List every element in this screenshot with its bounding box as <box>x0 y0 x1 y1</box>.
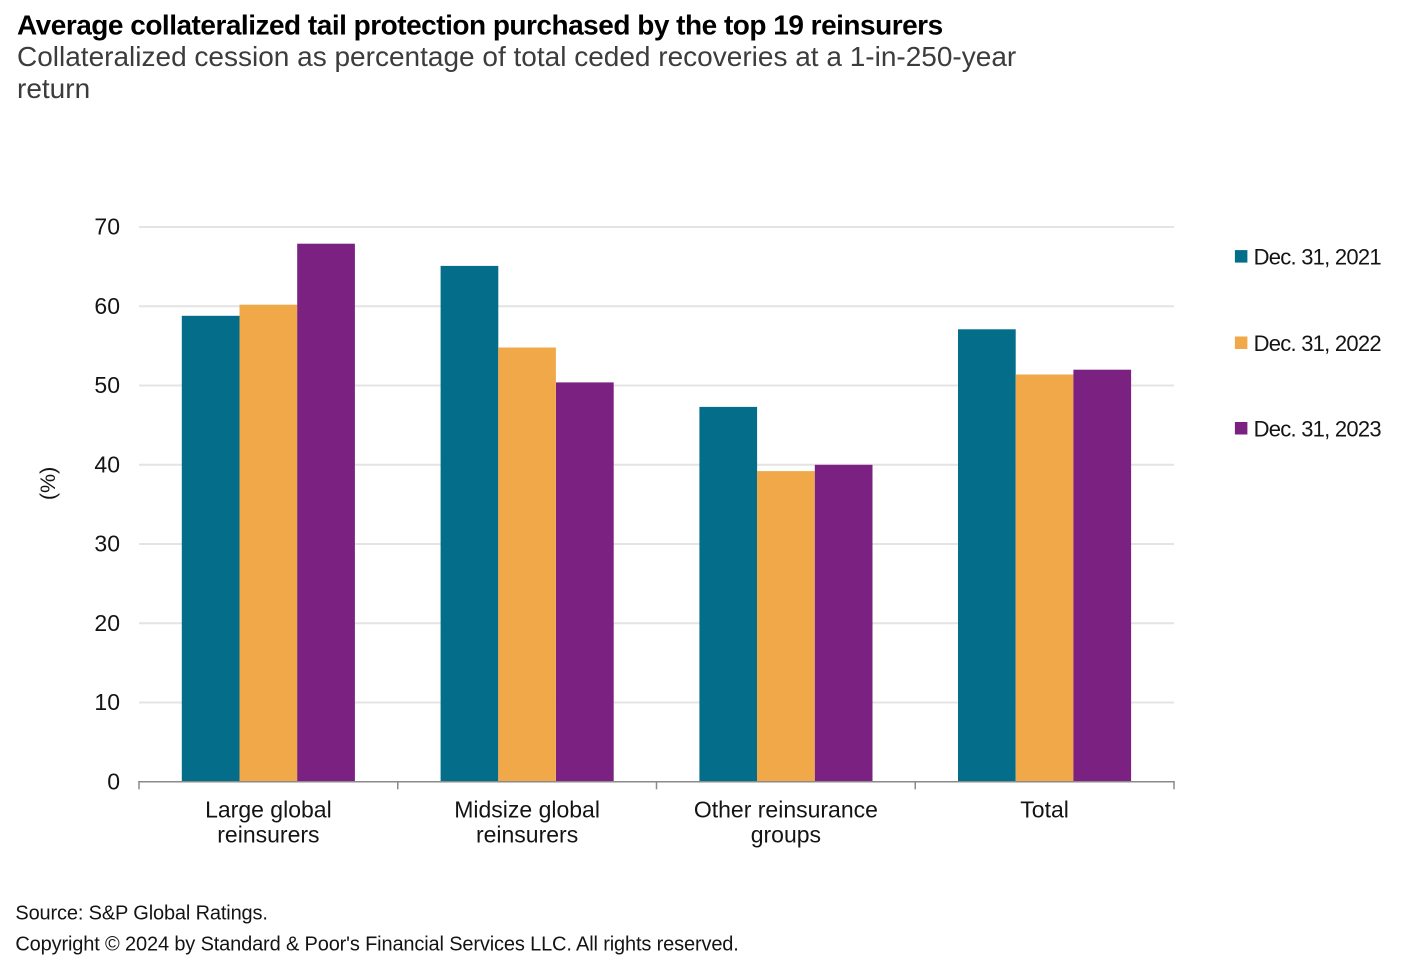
svg-text:Collateralized cession as perc: Collateralized cession as percentage of … <box>17 41 1016 72</box>
svg-text:Dec. 31, 2023: Dec. 31, 2023 <box>1254 416 1382 441</box>
svg-text:10: 10 <box>94 689 120 715</box>
svg-text:Total: Total <box>1020 797 1069 823</box>
svg-text:groups: groups <box>751 822 821 848</box>
svg-text:Other reinsurance: Other reinsurance <box>694 797 878 823</box>
svg-text:Copyright © 2024 by Standard &: Copyright © 2024 by Standard & Poor's Fi… <box>15 934 738 956</box>
svg-text:reinsurers: reinsurers <box>217 822 319 848</box>
svg-text:Large global: Large global <box>205 797 332 823</box>
svg-text:Dec. 31, 2022: Dec. 31, 2022 <box>1254 331 1382 356</box>
svg-text:reinsurers: reinsurers <box>476 822 578 848</box>
svg-text:60: 60 <box>94 293 120 319</box>
svg-text:Midsize global: Midsize global <box>454 797 600 823</box>
svg-text:return: return <box>17 73 90 104</box>
svg-text:0: 0 <box>107 768 120 794</box>
svg-text:(%): (%) <box>36 467 60 500</box>
svg-text:Average collateralized tail pr: Average collateralized tail protection p… <box>17 10 943 41</box>
svg-text:50: 50 <box>94 372 120 398</box>
svg-text:70: 70 <box>94 214 120 240</box>
svg-text:Source: S&P Global Ratings.: Source: S&P Global Ratings. <box>15 903 267 925</box>
svg-text:40: 40 <box>94 451 120 477</box>
svg-text:Dec. 31, 2021: Dec. 31, 2021 <box>1254 244 1382 269</box>
svg-text:30: 30 <box>94 531 120 557</box>
svg-text:20: 20 <box>94 610 120 636</box>
